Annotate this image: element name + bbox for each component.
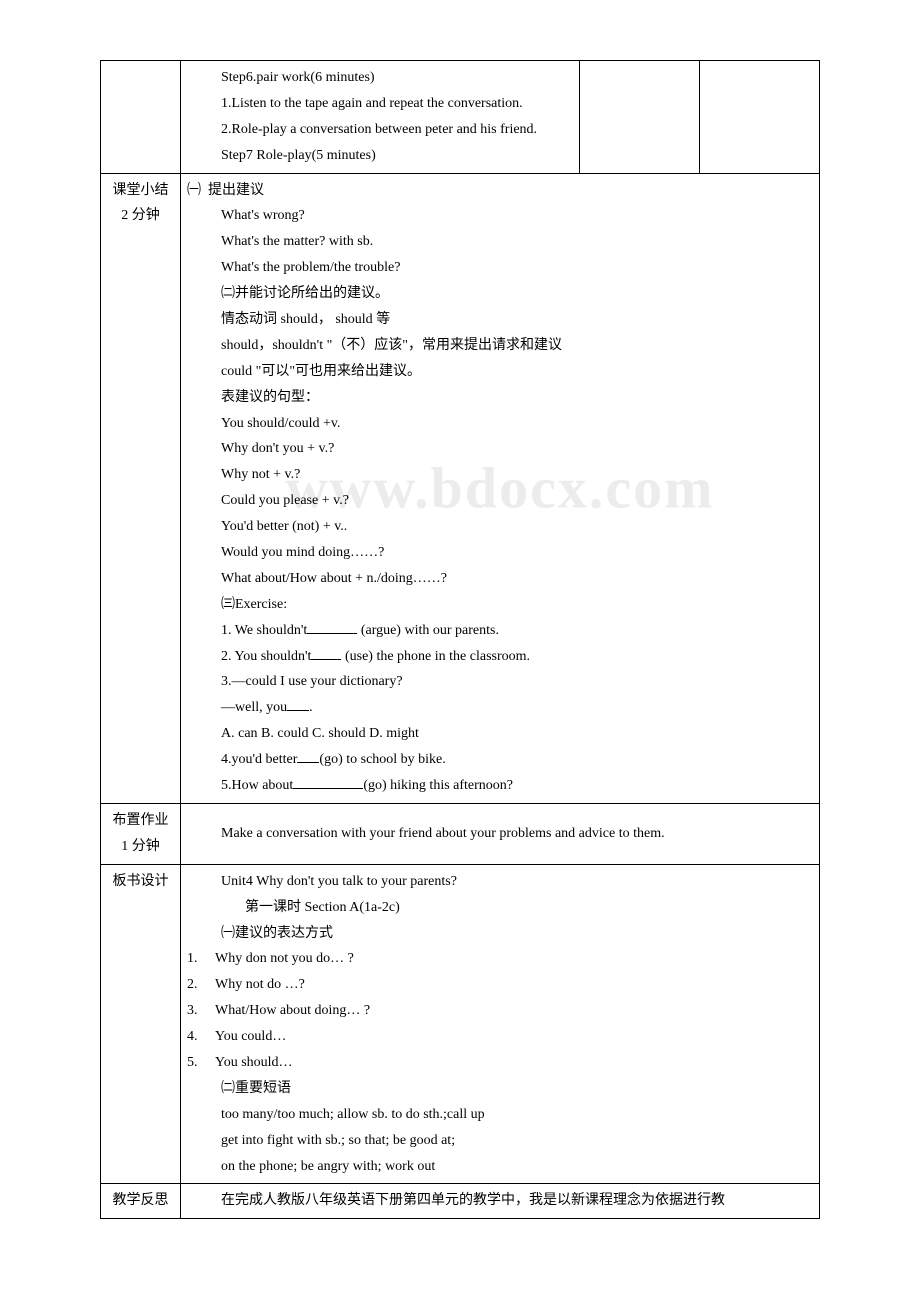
board-phrase-2: get into fight with sb.; so that; be goo…: [187, 1128, 813, 1154]
exercise-3-options: A. can B. could C. should D. might: [187, 721, 813, 747]
summary-label: 课堂小结 2 分钟: [101, 173, 181, 803]
homework-label: 布置作业 1 分钟: [101, 803, 181, 864]
reflection-label: 教学反思: [101, 1184, 181, 1219]
board-title: Unit4 Why don't you talk to your parents…: [187, 869, 813, 895]
could-line: could "可以"可也用来给出建议。: [187, 359, 813, 385]
sec2-heading: ㈡并能讨论所给出的建议。: [187, 281, 813, 307]
exercise-1: 1. We shouldn't (argue) with our parents…: [187, 618, 813, 644]
board-content: Unit4 Why don't you talk to your parents…: [181, 864, 820, 1184]
step6-item1: 1.Listen to the tape again and repeat th…: [187, 91, 573, 117]
board-phrase-3: on the phone; be angry with; work out: [187, 1154, 813, 1180]
homework-content: Make a conversation with your friend abo…: [181, 803, 820, 864]
step7-title: Step7 Role-play(5 minutes): [187, 143, 573, 169]
lesson-plan-table: Step6.pair work(6 minutes) 1.Listen to t…: [100, 60, 820, 1219]
steps-row: Step6.pair work(6 minutes) 1.Listen to t…: [101, 61, 820, 174]
exercise-3-reply: —well, you.: [187, 695, 813, 721]
board-item-2: 2.Why not do …?: [187, 972, 813, 998]
reflection-text: 在完成人教版八年级英语下册第四单元的教学中，我是以新课程理念为依据进行教: [187, 1188, 813, 1214]
exercise-2: 2. You shouldn't (use) the phone in the …: [187, 644, 813, 670]
board-sec1: ㈠建议的表达方式: [187, 921, 813, 947]
board-row: 板书设计 Unit4 Why don't you talk to your pa…: [101, 864, 820, 1184]
blank-1: [307, 620, 357, 634]
pattern-4: Could you please + v.?: [187, 488, 813, 514]
board-item-3: 3.What/How about doing… ?: [187, 998, 813, 1024]
homework-text: Make a conversation with your friend abo…: [187, 821, 813, 847]
steps-col3: [580, 61, 700, 174]
reflection-row: 教学反思 在完成人教版八年级英语下册第四单元的教学中，我是以新课程理念为依据进行…: [101, 1184, 820, 1219]
steps-content-cell: Step6.pair work(6 minutes) 1.Listen to t…: [181, 61, 580, 174]
reflection-content: 在完成人教版八年级英语下册第四单元的教学中，我是以新课程理念为依据进行教: [181, 1184, 820, 1219]
q-matter: What's the matter? with sb.: [187, 229, 813, 255]
step6-title: Step6.pair work(6 minutes): [187, 65, 573, 91]
should-line: should，shouldn't "（不）应该"，常用来提出请求和建议: [187, 333, 813, 359]
blank-3: [287, 697, 309, 711]
board-phrase-1: too many/too much; allow sb. to do sth.;…: [187, 1102, 813, 1128]
modal-line: 情态动词 should， should 等: [187, 307, 813, 333]
step6-item2: 2.Role-play a conversation between peter…: [187, 117, 573, 143]
pattern-title: 表建议的句型：: [187, 385, 813, 411]
board-sec2: ㈡重要短语: [187, 1076, 813, 1102]
exercise-5: 5.How about(go) hiking this afternoon?: [187, 773, 813, 799]
blank-4: [297, 749, 319, 763]
exercise-4: 4.you'd better(go) to school by bike.: [187, 747, 813, 773]
pattern-3: Why not + v.?: [187, 462, 813, 488]
blank-5: [293, 775, 363, 789]
q-problem: What's the problem/the trouble?: [187, 255, 813, 281]
board-item-5: 5.You should…: [187, 1050, 813, 1076]
pattern-5: You'd better (not) + v..: [187, 514, 813, 540]
pattern-6: Would you mind doing……?: [187, 540, 813, 566]
pattern-1: You should/could +v.: [187, 411, 813, 437]
summary-row: 课堂小结 2 分钟 ㈠ 提出建议 What's wrong? What's th…: [101, 173, 820, 803]
summary-content: ㈠ 提出建议 What's wrong? What's the matter? …: [181, 173, 820, 803]
sec1-heading: ㈠ 提出建议: [187, 178, 813, 204]
board-subtitle: 第一课时 Section A(1a-2c): [187, 895, 813, 921]
pattern-2: Why don't you + v.?: [187, 436, 813, 462]
exercise-title: ㈢Exercise:: [187, 592, 813, 618]
board-label: 板书设计: [101, 864, 181, 1184]
steps-col4: [700, 61, 820, 174]
q-wrong: What's wrong?: [187, 203, 813, 229]
pattern-7: What about/How about + n./doing……?: [187, 566, 813, 592]
homework-row: 布置作业 1 分钟 Make a conversation with your …: [101, 803, 820, 864]
board-item-1: 1.Why don not you do… ?: [187, 946, 813, 972]
board-item-4: 4.You could…: [187, 1024, 813, 1050]
exercise-3: 3.—could I use your dictionary?: [187, 669, 813, 695]
steps-label-cell: [101, 61, 181, 174]
blank-2: [311, 646, 341, 660]
